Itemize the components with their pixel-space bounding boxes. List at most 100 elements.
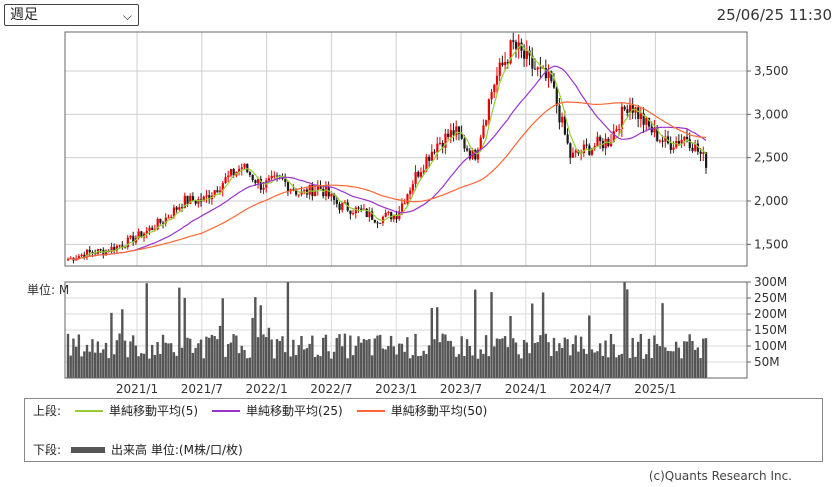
candle-body (517, 42, 520, 49)
candle-body (379, 222, 382, 224)
volume-bar (495, 338, 499, 378)
volume-bar (528, 353, 531, 378)
candle-body (297, 194, 300, 196)
volume-bar (476, 358, 480, 378)
candle-body (129, 235, 132, 238)
volume-bar (254, 297, 257, 378)
candle-body (373, 219, 376, 223)
candle-body (609, 141, 613, 147)
volume-bar (430, 308, 433, 378)
volume-bar (585, 353, 588, 378)
volume-bar (474, 289, 477, 378)
candle-body (599, 136, 602, 142)
volume-bar (547, 342, 550, 378)
volume-bar (691, 340, 694, 378)
volume-bar (91, 339, 94, 378)
candle-body (156, 218, 159, 230)
volume-bar (702, 338, 705, 378)
volume-bar (666, 350, 670, 378)
candle-body (257, 178, 260, 184)
volume-bar (302, 349, 306, 378)
candle-body (324, 187, 328, 197)
candle-body (639, 113, 643, 119)
volume-bar (612, 344, 615, 378)
candle-body (561, 116, 564, 123)
x-axis-label: 2021/7 (181, 382, 223, 396)
volume-bar (140, 353, 143, 378)
volume-tick-label: 200M (754, 307, 787, 321)
candle-body (395, 214, 398, 220)
legend-ma50: 単純移動平均(50) (356, 402, 487, 419)
candle-body (425, 156, 428, 171)
volume-bar (544, 333, 548, 378)
volume-bar (338, 334, 341, 378)
volume-bar (647, 338, 651, 378)
candle-body (623, 106, 626, 110)
volume-bar (436, 307, 439, 378)
candle-body (267, 178, 271, 181)
candle-body (531, 55, 534, 69)
candle-body (495, 75, 499, 85)
volume-bar (275, 339, 279, 378)
volume-bar (636, 341, 640, 378)
volume-bar (346, 358, 349, 378)
volume-bar (604, 340, 607, 378)
volume-bar (642, 358, 645, 378)
candle-body (468, 150, 472, 159)
volume-bar (541, 292, 545, 378)
candle-body (148, 227, 151, 231)
volume-bar (332, 351, 336, 378)
x-axis-label: 2023/7 (440, 382, 482, 396)
volume-axis-ticks: 300M 250M 200M 150M 100M 50M (747, 275, 787, 369)
volume-bar (96, 341, 100, 378)
candle-body (164, 217, 167, 224)
candle-body (121, 245, 124, 248)
candle-body (316, 186, 319, 191)
volume-bar (433, 339, 436, 378)
volume-bar (292, 339, 295, 378)
volume-bar (517, 354, 520, 378)
candle-body (308, 184, 311, 195)
legend-ma5: 単純移動平均(5) (75, 402, 198, 419)
candle-body (115, 245, 119, 251)
candle-body (498, 62, 501, 76)
volume-bar (609, 334, 613, 378)
candle-body (582, 144, 586, 153)
period-select-value: 週足 (10, 7, 38, 23)
volume-bar (259, 305, 262, 378)
volume-bar (506, 347, 510, 378)
candle-body (232, 168, 235, 176)
volume-bar (601, 355, 605, 378)
volume-bar (281, 336, 284, 378)
price-candles (67, 32, 708, 264)
volume-bar (213, 336, 216, 378)
candle-body (463, 138, 466, 149)
candle-body (444, 133, 447, 148)
candle-body (504, 61, 507, 66)
candle-body (162, 222, 165, 224)
volume-bar (360, 342, 363, 378)
volume-bar (178, 287, 181, 378)
candle-body (143, 233, 146, 238)
candle-body (590, 148, 594, 155)
volume-bar (514, 342, 518, 378)
candle-body (330, 193, 333, 197)
volume-bar (699, 358, 702, 378)
volume-bar (680, 358, 683, 378)
volume-bar (180, 347, 184, 378)
volume-bar (115, 340, 119, 378)
period-select[interactable]: 週足 ⌵ (4, 4, 139, 26)
volume-bar (696, 347, 700, 378)
volume-bar (121, 309, 124, 378)
volume-bar (93, 352, 97, 378)
volume-bar (194, 347, 197, 378)
candle-body (172, 207, 176, 217)
volume-bar (438, 342, 442, 378)
legend-lower-row: 下段: 出来高 単位:(M株/口/枚) (33, 441, 243, 458)
candle-body (238, 168, 241, 172)
volume-bar (270, 339, 273, 378)
candle-body (392, 214, 395, 220)
volume-bar (161, 334, 165, 378)
volume-bar (550, 355, 553, 378)
volume-bar (322, 337, 325, 378)
